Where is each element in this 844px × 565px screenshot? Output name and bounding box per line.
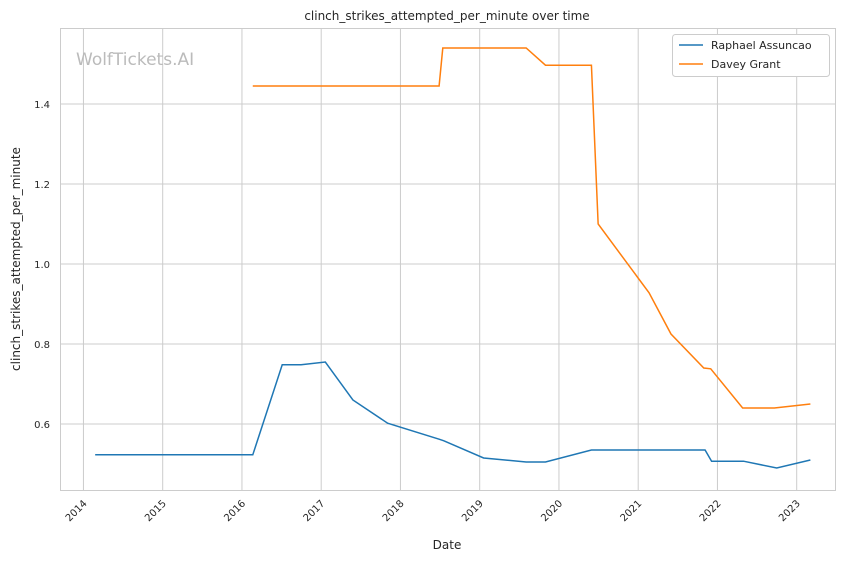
y-tick-label: 1.2	[34, 180, 50, 191]
series-line-davey-grant	[253, 48, 811, 408]
x-tick-label: 2015	[143, 498, 169, 524]
x-tick-label: 2021	[619, 498, 645, 524]
watermark: WolfTickets.AI	[76, 50, 194, 70]
x-tick-label: 2018	[381, 498, 407, 524]
y-tick-label: 1.0	[34, 260, 50, 271]
y-tick-label: 0.8	[34, 340, 50, 351]
x-tick-label: 2014	[64, 498, 90, 524]
series-line-raphael-assuncao	[95, 362, 810, 468]
x-tick-label: 2017	[302, 498, 328, 524]
legend: Raphael Assuncao Davey Grant	[673, 35, 830, 77]
x-tick-label: 2020	[539, 498, 565, 524]
y-axis-label: clinch_strikes_attempted_per_minute	[9, 147, 23, 371]
x-axis-label: Date	[433, 538, 462, 552]
x-tick-label: 2022	[698, 498, 724, 524]
chart-title: clinch_strikes_attempted_per_minute over…	[304, 9, 589, 23]
x-tick-label: 2019	[460, 498, 486, 524]
legend-label-davey: Davey Grant	[711, 58, 781, 71]
x-tick-label: 2023	[777, 498, 803, 524]
y-tick-label: 0.6	[34, 420, 50, 431]
legend-label-raphael: Raphael Assuncao	[711, 39, 812, 52]
y-tick-label: 1.4	[34, 100, 50, 111]
x-tick-label: 2016	[222, 498, 248, 524]
plot-frame	[61, 29, 836, 491]
